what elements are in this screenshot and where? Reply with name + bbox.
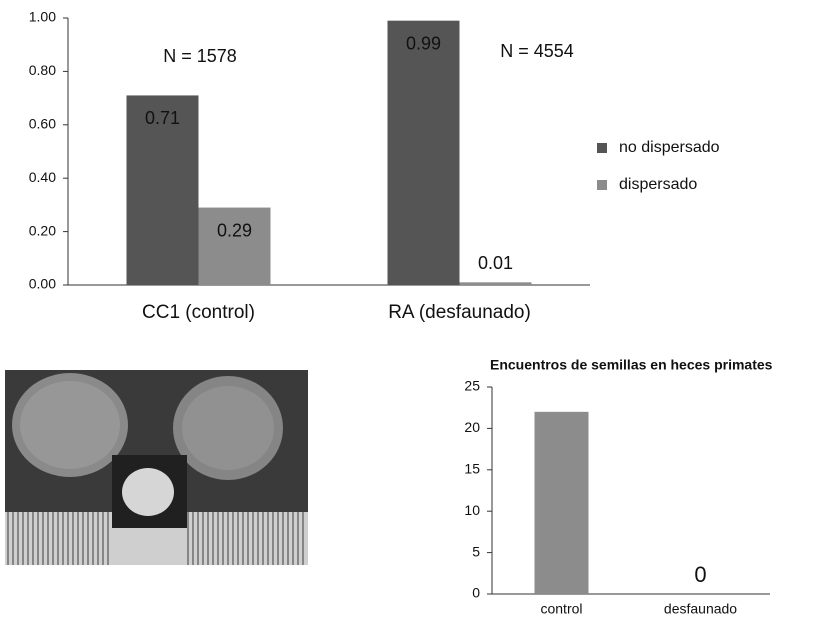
x-tick-label: CC1 (control) xyxy=(142,302,255,323)
y-tick-label: 10 xyxy=(464,502,480,518)
x-tick-label: control xyxy=(540,601,582,617)
seed-photo xyxy=(5,370,308,565)
y-tick-label: 0.60 xyxy=(29,116,56,132)
value-label: 0.29 xyxy=(217,220,252,240)
y-tick-label: 0.20 xyxy=(29,222,56,238)
value-label: 0 xyxy=(694,562,706,587)
value-label: 0.71 xyxy=(145,108,180,128)
value-label: 0.01 xyxy=(478,253,513,273)
y-tick-label: 25 xyxy=(464,378,480,394)
value-label: 0.99 xyxy=(406,33,441,53)
legend-label: no dispersado xyxy=(619,139,720,156)
legend-swatch xyxy=(597,143,607,153)
bar xyxy=(198,207,271,285)
bar xyxy=(387,20,460,285)
y-tick-label: 20 xyxy=(464,419,480,435)
chart-title: Encuentros de semillas en heces primates xyxy=(490,357,773,373)
x-tick-label: desfaunado xyxy=(664,601,737,617)
x-tick-label: RA (desfaunado) xyxy=(388,302,531,323)
bar xyxy=(126,95,199,286)
y-tick-label: 1.00 xyxy=(29,9,56,25)
y-tick-label: 0.80 xyxy=(29,62,56,78)
bar xyxy=(459,282,532,285)
y-tick-label: 0.40 xyxy=(29,169,56,185)
legend-label: dispersado xyxy=(619,176,697,193)
y-tick-label: 0 xyxy=(472,585,480,601)
y-tick-label: 5 xyxy=(472,543,480,559)
legend-swatch xyxy=(597,180,607,190)
y-tick-label: 0.00 xyxy=(29,276,56,292)
annotation: N = 4554 xyxy=(500,41,574,61)
bar xyxy=(534,411,589,594)
annotation: N = 1578 xyxy=(163,46,237,66)
y-tick-label: 15 xyxy=(464,461,480,477)
